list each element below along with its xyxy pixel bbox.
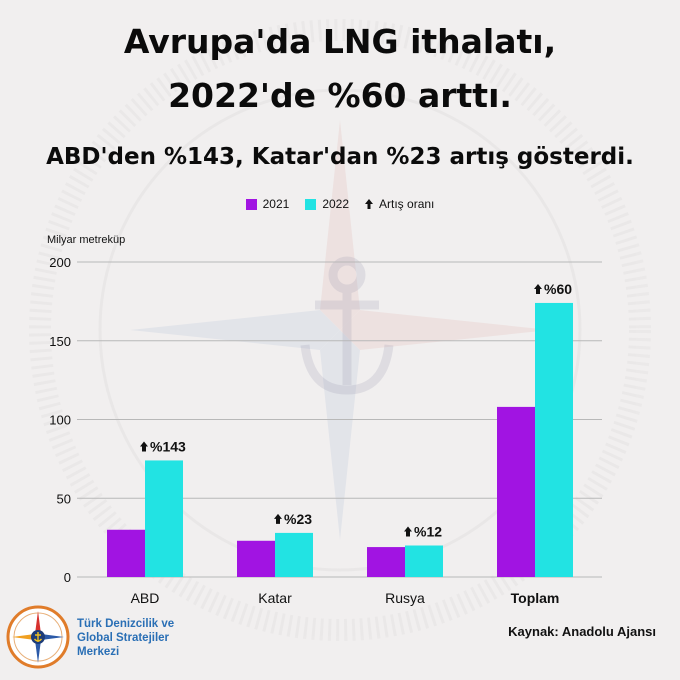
increase-annotation: %12 (404, 524, 442, 540)
increase-annotation: %60 (534, 281, 572, 297)
bar-chart: Milyar metreküp 0 50 100 150 200 %143 ABD %23 Kat… (47, 234, 602, 606)
source-note: Kaynak: Anadolu Ajansı (508, 624, 656, 639)
x-tick-label: Toplam (511, 590, 560, 606)
legend-item-increase: Artış oranı (365, 197, 434, 211)
legend-item-2022: 2022 (305, 197, 349, 211)
x-tick-label: ABD (131, 590, 160, 606)
chart-subtitle: ABD'den %143, Katar'dan %23 artış göster… (46, 144, 634, 170)
increase-annotation: %23 (274, 511, 312, 527)
increase-arrow-icon (404, 526, 412, 537)
y-tick-label: 50 (57, 491, 71, 506)
increase-arrow-icon (534, 283, 542, 294)
bar-2021-toplam (497, 406, 535, 577)
x-tick-label: Katar (258, 590, 292, 606)
bar-2021-katar (237, 540, 275, 577)
increase-label: %60 (544, 281, 572, 297)
legend-item-2021: 2021 (245, 197, 290, 211)
chart-title-line-1: Avrupa'da LNG ithalatı, (123, 22, 557, 61)
increase-label: %12 (414, 524, 442, 540)
org-name: Türk Denizcilik ve Global Stratejiler Me… (77, 618, 175, 658)
increase-annotation: %143 (140, 438, 186, 454)
increase-label: %143 (150, 438, 186, 454)
legend-label-2022: 2022 (322, 197, 350, 211)
org-logo-icon (6, 605, 70, 669)
legend-swatch-2022 (305, 198, 317, 210)
bar-2022-katar (275, 532, 313, 577)
bar-2021-rusya (367, 547, 405, 577)
x-tick-label: Rusya (385, 590, 425, 606)
legend-label-2021: 2021 (262, 197, 290, 211)
bar-2022-toplam (535, 302, 573, 577)
y-tick-label: 200 (49, 255, 71, 270)
bar-2022-abd (145, 460, 183, 577)
y-axis-label: Milyar metreküp (47, 234, 125, 246)
legend-label-increase: Artış oranı (379, 197, 435, 211)
bar-2022-rusya (405, 545, 443, 577)
y-tick-label: 100 (49, 413, 71, 428)
y-tick-label: 150 (49, 334, 71, 349)
chart-legend: 2021 2022 Artış oranı (0, 197, 680, 211)
y-tick-label: 0 (64, 570, 71, 585)
increase-arrow-icon (365, 199, 374, 209)
bar-2021-abd (107, 529, 145, 577)
legend-swatch-2021 (245, 198, 257, 210)
increase-arrow-icon (274, 513, 282, 524)
increase-label: %23 (284, 511, 312, 527)
increase-arrow-icon (140, 441, 148, 452)
anchor-watermark-icon (300, 256, 394, 395)
chart-title-line-2: 2022'de %60 arttı. (168, 76, 512, 115)
